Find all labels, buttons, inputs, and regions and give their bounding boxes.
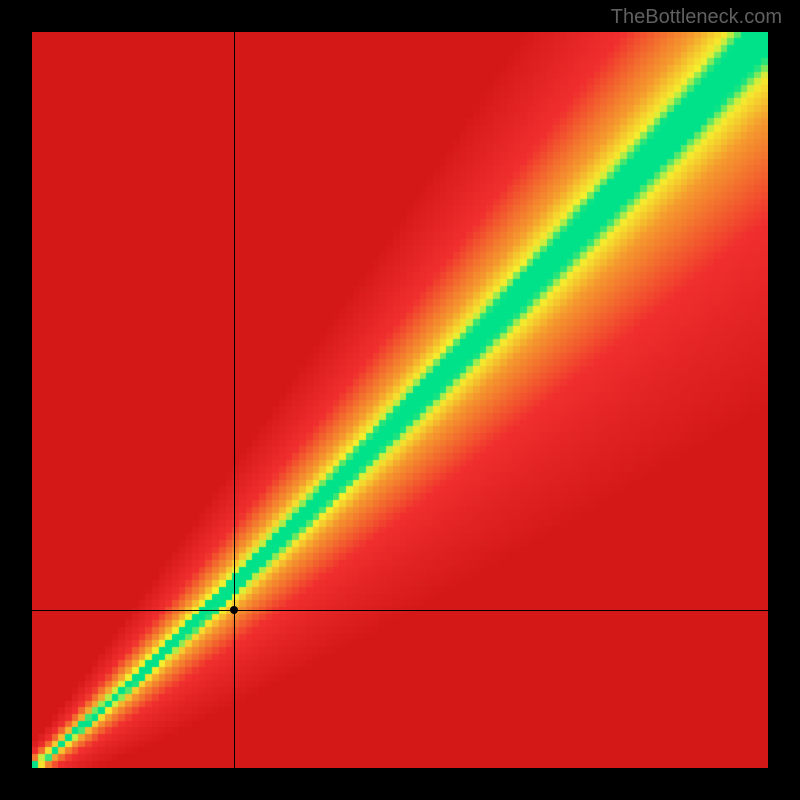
crosshair-horizontal xyxy=(32,610,768,611)
watermark-text: TheBottleneck.com xyxy=(611,6,782,29)
heatmap-canvas xyxy=(32,32,768,768)
crosshair-vertical xyxy=(234,32,235,768)
plot-area xyxy=(32,32,768,768)
data-point-marker xyxy=(230,606,238,614)
